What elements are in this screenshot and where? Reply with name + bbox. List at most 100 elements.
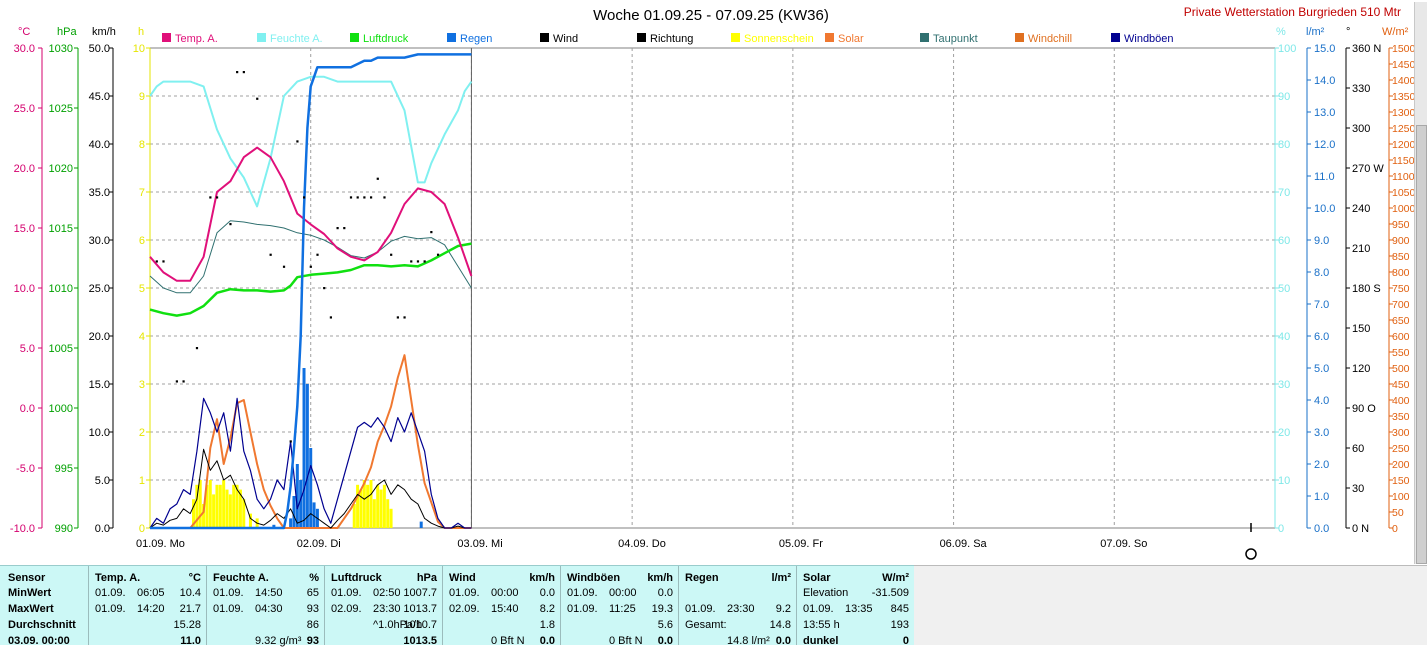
col-temp: Temp. A. °C 01.09. 06:05 10.4 01.09. 14:20 21.7… [88,566,207,647]
direction-point [323,287,326,290]
axis-tick-label: 250 [1392,443,1410,455]
x-day-label: 05.09. Fr [779,538,823,550]
axis-tick-label: 40.0 [89,139,110,151]
axis-tick-label: 5.0 [20,343,35,355]
axis-unit-label: W/m² [1382,26,1409,38]
axis-tick-label: 15.0 [1314,43,1335,55]
sunshine-bar [198,480,202,528]
cell-date: 01.09. [567,603,598,615]
direction-point [336,227,339,230]
legend-swatch [257,33,266,42]
direction-point [383,196,386,199]
direction-point [356,196,359,199]
axis-tick-label: 150 [1352,323,1370,335]
axis-unit-label: h [138,26,144,38]
cell-value: 0.0 [775,635,791,647]
cell-value: 0.0 [657,635,673,647]
cell-value: 1013.5 [403,635,437,647]
axis-tick-label: 0.0 [20,403,35,415]
summary-empty-area [914,565,1427,645]
cell-time: 11:25 [609,603,636,615]
legend-entry: Temp. A. [175,33,218,45]
x-axis-labels: 01.09. Mo 02.09. Di 03.09. Mi 04.09. Do 05.0… [136,538,1147,550]
axis-tick-label: 270 W [1352,163,1384,175]
column-unit: l/m² [771,572,791,584]
axis-tick-label: 10.0 [14,283,35,295]
axis-tick-label: 11.0 [1314,171,1335,183]
legend-swatch [162,33,171,42]
cell-time: 06:05 [137,587,165,599]
direction-point [416,260,420,263]
axis-tick-label: 1 [139,475,145,487]
axis-tick-label: 1000 [49,403,73,415]
cell-time: 00:00 [609,587,637,599]
axis-tick-label: 80 [1278,139,1290,151]
axis-tick-label: 30 [1278,379,1290,391]
axis-tick-label: 180 S [1352,283,1381,295]
sunshine-bar [228,494,232,528]
cell-time: 13:35 [845,603,873,615]
column-title: Luftdruck [331,572,382,584]
series-line-taupunkt [149,220,472,294]
cell-value: 5.6 [657,619,673,631]
column-title: Windböen [567,572,621,584]
axis-tick-label: 9 [139,91,145,103]
axis-tick-label: 10.0 [89,427,110,439]
cell-date: 02.09. [449,603,480,615]
axis-unit-label: km/h [92,26,116,38]
axis-tick-label: 2 [139,427,145,439]
cell-date: 01.09. [803,603,834,615]
direction-point [296,140,299,143]
axis-tick-label: 8 [139,139,145,151]
axis-tick-label: 7.0 [1314,299,1329,311]
cell-date: 02.09. [331,603,362,615]
direction-point [309,265,312,268]
axis-tick-label: 1350 [1392,91,1414,103]
axis-tick-label: 0.0 [1314,523,1329,535]
legend-swatch [1111,33,1120,42]
sunshine-bar [218,484,222,528]
direction-point [236,71,239,74]
station-name: Private Wetterstation Burgrieden 510 Mtr [1184,5,1401,19]
direction-point [256,97,259,100]
legend-entry: Solar [838,33,864,45]
cell-date: 01.09. [331,587,362,599]
axis-tick-label: 350 [1392,411,1410,423]
axis-tick-label: 14.0 [1314,75,1335,87]
cell-value: 93 [306,635,319,647]
column-unit: W/m² [882,572,909,584]
legend-entry: Richtung [650,33,693,45]
axis-tick-label: 15.0 [89,379,110,391]
sunshine-bar [359,489,363,528]
cell-time: 00:00 [491,587,519,599]
rain-bar [289,518,293,528]
direction-point [430,231,433,234]
axis-tick-label: 20 [1278,427,1290,439]
vertical-scrollbar[interactable] [1414,2,1427,564]
direction-point [410,260,413,263]
direction-point [303,196,306,199]
cell-value: 11.0 [180,635,201,647]
series-line-feuchte-a- [149,75,473,208]
cell-time: 02:50 [373,587,401,599]
axis-tick-label: 6 [139,235,145,247]
axis-tick-label: 13.0 [1314,107,1335,119]
axis-unit-labels: °C hPa km/h h% l/m² ° W/m² [18,26,1409,38]
cell-value: 8.2 [539,603,555,615]
legend-swatch [731,33,740,42]
rain-bar [419,521,423,528]
cell-time: 23:30 [373,603,401,615]
axis-tick-label: 120 [1352,363,1370,375]
scrollbar-thumb[interactable] [1416,125,1427,564]
summary-table: Sensor MinWert MaxWert Durchschnitt 03.0… [0,565,914,647]
cell-date: Gesamt: [685,619,727,631]
direction-point [329,316,333,319]
cell-value: 15.28 [173,619,201,631]
cell-time: 14.8 l/m² [727,635,770,647]
axis-tick-label: 210 [1352,243,1370,255]
direction-point [343,227,346,230]
sunshine-bar [362,480,366,528]
col-sensor: Sensor MinWert MaxWert Durchschnitt 03.0… [0,566,88,647]
cell-value: 0.0 [539,587,555,599]
axis-tick-label: 200 [1392,459,1410,471]
